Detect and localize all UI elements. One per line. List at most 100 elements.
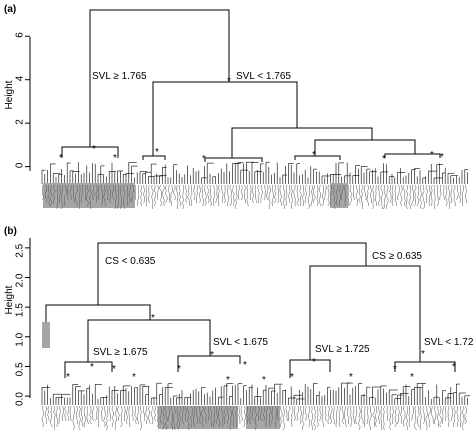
- panel-a-leaf-label-8: [64, 184, 67, 207]
- panel-a-star-A: *: [92, 144, 96, 155]
- panel-a-leaf-label-91: [296, 184, 300, 207]
- panel-b-leaf-label-17: [89, 405, 92, 425]
- panel-a-leaf-label-138: [428, 184, 431, 207]
- panel-a-leaf-label-102: [327, 184, 330, 207]
- panel-a-leaf-label-22: [103, 184, 106, 207]
- panel-b-leaf-label-126: [394, 405, 397, 428]
- panel-a-leaf-label-43: [162, 184, 165, 207]
- panel-a-leaf-label-56: [198, 184, 202, 204]
- panel-a-star-B2b2b: *: [440, 152, 444, 163]
- panel-b-leaf-label-20: [97, 405, 100, 428]
- panel-b-leaf-label-55: [195, 405, 198, 425]
- panel-a-leaf-label-95: [307, 184, 311, 210]
- panel-a-leaf-label-57: [201, 184, 204, 207]
- panel-b-leaf-label-6: [58, 405, 61, 425]
- panel-a-leaf-label-36: [143, 184, 146, 204]
- panel-b-star-L1b-3: *: [243, 360, 247, 371]
- panel-a-leaf-label-51: [185, 184, 188, 204]
- panel-b-leaf-label-121: [380, 405, 383, 431]
- panel-a-leaf-label-76: [255, 184, 257, 204]
- panel-a-leaf-label-137: [425, 184, 428, 204]
- panel-a-leaf-label-10: [69, 184, 72, 201]
- panel-a-star-B2b2: *: [430, 150, 434, 161]
- panel-b-star-L1b-5: *: [262, 375, 266, 386]
- panel-a-leaf-label-14: [81, 184, 84, 204]
- panel-a-node-B2b2: [384, 153, 441, 158]
- panel-b-split-label-cs-left: CS < 0.635: [105, 256, 156, 267]
- panel-a-node-B2: [231, 127, 373, 158]
- panel-a-root-branch: [89, 9, 230, 147]
- panel-a-leaf-label-128: [400, 184, 403, 207]
- panel-b-leaf-label-106: [338, 405, 341, 428]
- panel-b-star-L1b-2: *: [177, 364, 181, 375]
- panel-b-leaf-label-41: [156, 405, 160, 428]
- panel-b-leaf-label-99: [319, 405, 322, 422]
- panel-b-leaf-label-31: [128, 405, 131, 428]
- panel-b-leaf-label-82: [271, 405, 274, 425]
- panel-a-y-ticks: 0 2 4 6: [15, 32, 30, 168]
- panel-b-leaf-label-123: [386, 405, 389, 422]
- panel-b-leaf-label-71: [240, 405, 243, 422]
- panel-b-highlight-right: [246, 406, 280, 429]
- panel-b-leaf-label-50: [181, 405, 185, 425]
- panel-a-leaf-label-139: [430, 184, 433, 207]
- panel-b-leaf-label-28: [120, 405, 123, 428]
- panel-a-leaf-label-149: [459, 184, 462, 204]
- panel-b-star-R1: *: [312, 357, 316, 368]
- panel-b-leaf-label-94: [304, 405, 307, 422]
- panel-b-leaf-label-52: [187, 405, 190, 431]
- panel-b-leaf-label-59: [207, 405, 210, 422]
- panel-b-leaf-label-95: [307, 405, 311, 428]
- panel-b-highlight-outlier: [42, 322, 50, 348]
- panel-b-leaf-label-8: [64, 405, 67, 422]
- panel-b-leaf-label-109: [347, 405, 350, 425]
- panel-a-leaf-label-98: [316, 184, 319, 207]
- panel-b-leaf-label-68: [232, 405, 235, 428]
- panel-b-split-label-cs-right: CS ≥ 0.635: [372, 251, 422, 262]
- panel-a-leaf-label-0: [42, 184, 44, 201]
- panel-b-leaf-label-75: [251, 405, 255, 422]
- panel-a-leaf-label-39: [151, 184, 154, 210]
- panel-b-split-label-svl-1725-ge: SVL ≥ 1.725: [315, 344, 370, 355]
- panel-a-leaf-label-108: [344, 184, 346, 207]
- panel-a-leaf-label-134: [417, 184, 420, 207]
- panel-a-leaf-label-34: [136, 184, 140, 207]
- panel-b-star-L1b: *: [210, 350, 214, 361]
- panel-a-leaf-label-30: [126, 184, 129, 207]
- panel-a-leaf-label-19: [95, 184, 98, 204]
- panel-b-leaf-label-129: [402, 405, 406, 428]
- panel-b-tick-label-4: 2.0: [15, 273, 26, 287]
- panel-b-star-L: *: [151, 313, 155, 324]
- panel-a-leaf-label-116: [366, 184, 369, 207]
- panel-b-leaf-label-77: [257, 405, 260, 422]
- panel-b-leaf-label-92: [299, 405, 302, 425]
- panel-a-leaf-label-50: [181, 184, 185, 210]
- panel-b-leaf-label-45: [167, 405, 170, 422]
- panel-b-leaves: [41, 382, 471, 405]
- panel-b-leaf-label-56: [198, 405, 201, 425]
- panel-b-label: (b): [4, 226, 17, 237]
- panel-a-leaf-label-109: [347, 184, 350, 207]
- panel-b-leaf-label-21: [100, 405, 103, 422]
- panel-b-node-L1a: [64, 361, 113, 378]
- panel-a-leaf-label-106: [339, 184, 341, 207]
- panel-a-leaf-label-18: [92, 184, 95, 201]
- panel-a-leaf-label-5: [56, 184, 59, 210]
- panel-a-leaf-label-151: [464, 184, 468, 204]
- panel-a-leaf-label-117: [370, 184, 372, 204]
- panel-b-leaf-label-132: [411, 405, 414, 422]
- panel-b-leaf-label-137: [425, 405, 428, 431]
- panel-a-leaf-label-127: [397, 184, 400, 201]
- panel-b-leaf-label-38: [148, 405, 151, 425]
- panel-b-leaf-label-122: [383, 405, 385, 431]
- panel-b-leaf-label-140: [434, 405, 437, 425]
- panel-b-leaf-label-133: [414, 405, 417, 431]
- panel-b-leaf-label-117: [369, 405, 372, 431]
- panel-b-leaf-label-80: [265, 405, 268, 428]
- panel-a-leaves: [41, 161, 469, 184]
- panel-a-leaf-label-44: [164, 184, 168, 204]
- panel-a-leaf-label-7: [61, 184, 64, 210]
- panel-b-leaf-label-49: [178, 405, 182, 428]
- panel-a-leaf-label-82: [271, 184, 274, 207]
